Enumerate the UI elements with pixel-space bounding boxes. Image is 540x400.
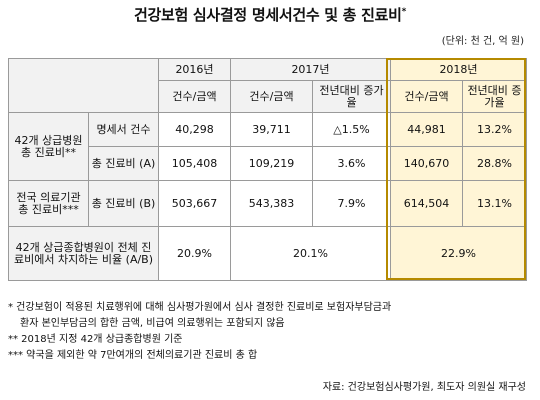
cell-total-a-2017: 109,219 [230,146,313,181]
cell-total-b-2017: 543,383 [230,180,313,227]
source-note: 자료: 건강보험심사평가원, 최도자 의원실 재구성 [322,382,526,393]
row-label-total-a: 총 진료비 (A) [88,146,159,181]
row-label-claims: 명세서 건수 [88,112,159,147]
cell-ratio-2018: 22.9% [390,226,527,281]
cell-ratio-2017: 20.1% [230,226,391,281]
table-corner [8,58,159,113]
row-label-ratio: 42개 상급종합병원이 전체 진료비에서 차지하는 비율 (A/B) [8,226,159,281]
footnote-2: ** 2018년 지정 42개 상급종합병원 기준 [8,334,183,345]
footnote-1-cont: 환자 본인부담금의 합한 금액, 비급여 의료행위는 포함되지 않음 [20,318,285,329]
medical-cost-table: 2016년 2017년 2018년 건수/금액 건수/금액 전년대비 증가율 건… [8,58,527,281]
cell-claims-2017: 39,711 [230,112,313,147]
unit-note: (단위: 천 건, 억 원) [441,36,524,47]
title-footnote-mark: * [401,7,407,17]
cell-total-a-2018: 140,670 [390,146,463,181]
footnotes: * 건강보험이 적용된 치료행위에 대해 심사평가원에서 심사 결정한 진료비로… [8,300,533,364]
header-2018: 2018년 [390,58,527,81]
cell-total-b-2016: 503,667 [158,180,231,227]
cell-total-b-yoy-2017: 7.9% [312,180,391,227]
header-count-2016: 건수/금액 [158,80,231,113]
cell-total-b-2018: 614,504 [390,180,463,227]
header-yoy-2018: 전년대비 증가율 [462,80,527,113]
cell-total-a-2016: 105,408 [158,146,231,181]
footnote-3: *** 약국을 제외한 약 7만여개의 전체의료기관 진료비 총 합 [8,350,258,361]
header-count-2018: 건수/금액 [390,80,463,113]
cell-total-a-yoy-2017: 3.6% [312,146,391,181]
page-title: 건강보험 심사결정 명세서건수 및 총 진료비* [133,6,407,24]
cell-claims-2018: 44,981 [390,112,463,147]
cell-claims-2016: 40,298 [158,112,231,147]
cell-total-a-yoy-2018: 28.8% [462,146,527,181]
header-count-2017: 건수/금액 [230,80,313,113]
footnote-1: * 건강보험이 적용된 치료행위에 대해 심사평가원에서 심사 결정한 진료비로… [8,302,392,313]
cell-claims-yoy-2017: △1.5% [312,112,391,147]
header-2017: 2017년 [230,58,391,81]
row-label-total-b: 총 진료비 (B) [88,180,159,227]
group-label-nationwide: 전국 의료기관 총 진료비*** [8,180,89,227]
header-yoy-2017: 전년대비 증가율 [312,80,391,113]
cell-total-b-yoy-2018: 13.1% [462,180,527,227]
cell-claims-yoy-2018: 13.2% [462,112,527,147]
cell-ratio-2016: 20.9% [158,226,231,281]
group-label-top42: 42개 상급병원 총 진료비** [8,112,89,181]
header-2016: 2016년 [158,58,231,81]
